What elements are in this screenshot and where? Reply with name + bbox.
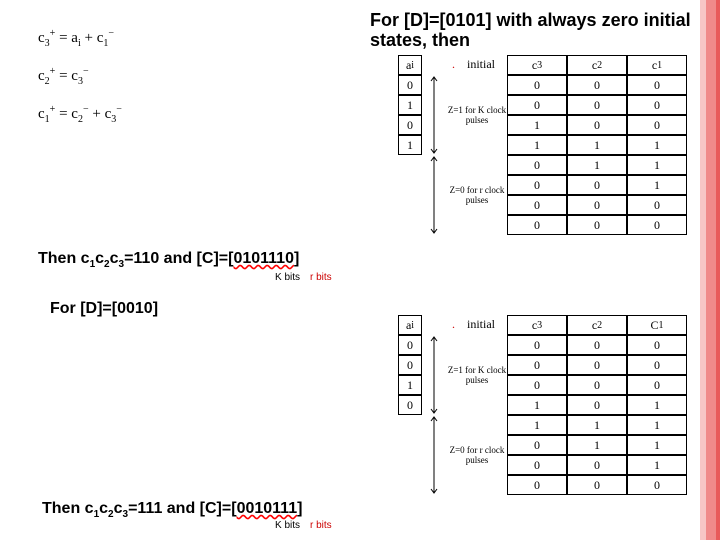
r-arrow [426, 155, 442, 235]
state-cell: 1 [627, 395, 687, 415]
state-cell: 0 [627, 75, 687, 95]
ai-column: ai0101 [398, 55, 422, 235]
top-statement: For [D]=[0101] with always zero initial … [370, 10, 720, 50]
equations-block: c3+ = ai + c1− c2+ = c3− c1+ = c2− + c3− [38, 20, 122, 134]
k-arrow [426, 335, 442, 415]
state-table: c300110000c200011000c100011100 [507, 55, 687, 235]
state-cell: 0 [507, 95, 567, 115]
col-header: c1 [627, 55, 687, 75]
state-cell: 0 [567, 95, 627, 115]
ai-cell: 0 [398, 395, 422, 415]
ai-cell: 1 [398, 375, 422, 395]
state-cell: 0 [567, 115, 627, 135]
state-cell: 1 [627, 175, 687, 195]
accent-stripe [700, 0, 720, 540]
k-bits-label-2: K bits [275, 520, 300, 531]
equation-1: c3+ = ai + c1− [38, 20, 122, 58]
col-header: c2 [567, 55, 627, 75]
state-cell: 1 [567, 415, 627, 435]
state-cell: 0 [507, 335, 567, 355]
state-cell: 0 [507, 375, 567, 395]
state-cell: 0 [627, 335, 687, 355]
state-cell: 0 [567, 335, 627, 355]
initial-label: . initial [452, 57, 495, 72]
ai-cell: 0 [398, 75, 422, 95]
for-d-0010: For [D]=[0010] [50, 300, 158, 318]
state-cell: 0 [567, 75, 627, 95]
r-arrow-label: Z=0 for r clock pulses [447, 185, 507, 205]
state-cell: 1 [507, 115, 567, 135]
state-cell: 0 [567, 355, 627, 375]
state-cell: 0 [627, 375, 687, 395]
k-bits-label-1: K bits [275, 272, 300, 283]
state-cell: 0 [507, 75, 567, 95]
result-1-text: Then c1c2c3=110 and [C]=[0101110] [38, 250, 299, 270]
state-cell: 0 [507, 455, 567, 475]
state-cell: 0 [567, 375, 627, 395]
state-cell: 1 [567, 135, 627, 155]
arrow-column: Z=1 for K clock pulses Z=0 for r clock pu… [422, 315, 507, 495]
state-cell: 1 [627, 435, 687, 455]
ai-column: ai0010 [398, 315, 422, 495]
accent-bar-3 [716, 0, 720, 540]
arrow-column: Z=1 for K clock pulses Z=0 for r clock pu… [422, 55, 507, 235]
state-cell: 1 [627, 415, 687, 435]
state-cell: 0 [507, 435, 567, 455]
ai-cell: 1 [398, 95, 422, 115]
state-cell: 0 [507, 195, 567, 215]
state-cell: 0 [507, 475, 567, 495]
state-cell: 0 [507, 215, 567, 235]
r-arrow [426, 415, 442, 495]
state-cell: 1 [627, 135, 687, 155]
result-2-text: Then c1c2c3=111 and [C]=[0010111] [42, 500, 302, 520]
truth-table-2: ai0010Z=1 for K clock pulsesZ=0 for r cl… [398, 315, 687, 495]
state-cell: 0 [627, 215, 687, 235]
state-cell: 0 [627, 115, 687, 135]
state-cell: 0 [627, 195, 687, 215]
r-bits-label-2: r bits [310, 520, 332, 531]
state-cell: 1 [627, 155, 687, 175]
ai-cell: 0 [398, 335, 422, 355]
state-cell: 0 [627, 475, 687, 495]
state-cell: 0 [567, 215, 627, 235]
state-cell: 0 [567, 175, 627, 195]
state-cell: 0 [627, 355, 687, 375]
ai-cell: 1 [398, 135, 422, 155]
state-cell: 1 [627, 455, 687, 475]
ai-cell: 0 [398, 115, 422, 135]
k-arrow-label: Z=1 for K clock pulses [447, 105, 507, 125]
r-arrow-label: Z=0 for r clock pulses [447, 445, 507, 465]
col-header: c3 [507, 315, 567, 335]
ai-header: ai [398, 55, 422, 75]
state-cell: 0 [567, 395, 627, 415]
state-cell: 0 [507, 175, 567, 195]
col-header: C1 [627, 315, 687, 335]
state-cell: 0 [567, 455, 627, 475]
col-header: c3 [507, 55, 567, 75]
equation-3: c1+ = c2− + c3− [38, 96, 122, 134]
initial-label: . initial [452, 317, 495, 332]
state-cell: 1 [567, 155, 627, 175]
state-cell: 0 [507, 355, 567, 375]
accent-bar-2 [706, 0, 716, 540]
state-cell: 0 [627, 95, 687, 115]
state-cell: 1 [507, 415, 567, 435]
col-header: c2 [567, 315, 627, 335]
k-arrow-label: Z=1 for K clock pulses [447, 365, 507, 385]
state-cell: 1 [567, 435, 627, 455]
state-table: c300011000c200001100C100011110 [507, 315, 687, 495]
truth-table-1: ai0101Z=1 for K clock pulsesZ=0 for r cl… [398, 55, 687, 235]
state-cell: 0 [507, 155, 567, 175]
state-cell: 0 [567, 195, 627, 215]
equation-2: c2+ = c3− [38, 58, 122, 96]
state-cell: 0 [567, 475, 627, 495]
r-bits-label-1: r bits [310, 272, 332, 283]
ai-cell: 0 [398, 355, 422, 375]
ai-header: ai [398, 315, 422, 335]
state-cell: 1 [507, 135, 567, 155]
k-arrow [426, 75, 442, 155]
state-cell: 1 [507, 395, 567, 415]
